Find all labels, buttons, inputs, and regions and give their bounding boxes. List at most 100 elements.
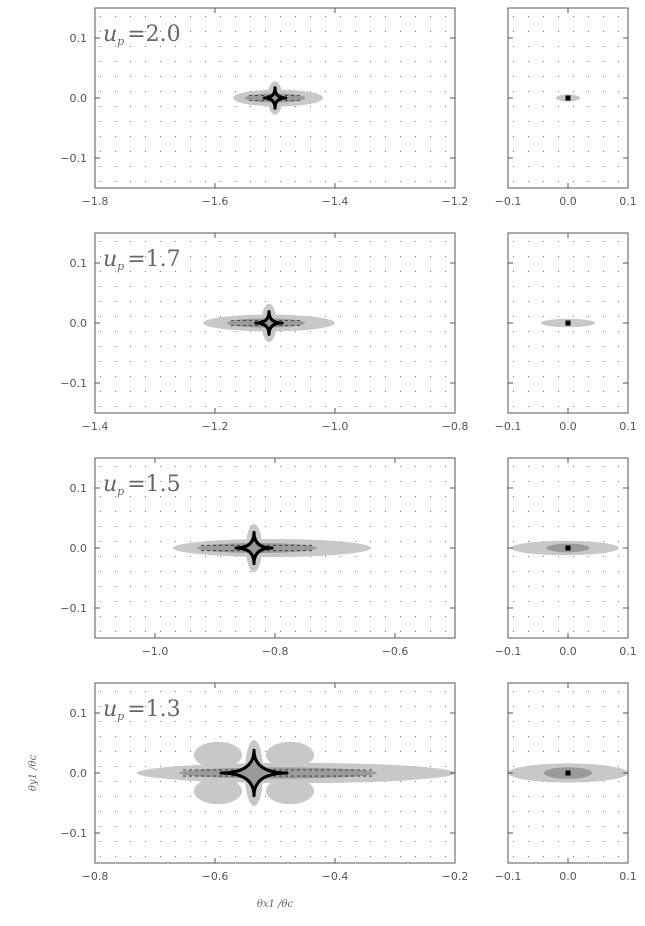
grid-dot [205,586,206,587]
grid-dot [145,586,146,587]
grid-dot [145,556,146,557]
grid-dot [588,271,589,272]
grid-dot [558,76,559,77]
grid-dot [265,376,266,377]
grid-dot [280,31,281,32]
grid-dot [528,316,529,317]
grid-dot [588,751,589,752]
grid-dot [445,586,446,587]
grid-dot [400,796,401,797]
grid-dot [280,481,281,482]
grid-dot [205,301,206,302]
grid-dot [145,76,146,77]
grid-dot [220,571,221,572]
grid-dot [220,301,221,302]
grid-dot [145,31,146,32]
grid-dot [430,406,431,407]
grid-dot [145,256,146,257]
grid-dot [528,751,529,752]
grid-dot [325,316,326,317]
grid-dot [190,631,191,632]
grid-dot [400,631,401,632]
grid-dot [265,31,266,32]
grid-dot [430,616,431,617]
grid-dot [415,61,416,62]
x-tick-label: −1.4 [82,420,109,433]
grid-dot [265,361,266,362]
grid-dot [588,721,589,722]
grid-dot [235,736,236,737]
grid-dot [430,361,431,362]
grid-dot [130,826,131,827]
grid-dot [100,181,101,182]
grid-dot [130,76,131,77]
grid-dot [265,856,266,857]
grid-dot [250,241,251,242]
grid-dot [190,691,191,692]
grid-dot [220,601,221,602]
grid-dot [325,61,326,62]
grid-dot [160,151,161,152]
grid-dot [250,391,251,392]
grid-dot [100,856,101,857]
grid-dot [445,241,446,242]
x-axis-label: θx1 /θc [257,899,294,910]
grid-dot [280,736,281,737]
grid-dot [543,481,544,482]
grid-dot [310,166,311,167]
grid-dot [280,406,281,407]
grid-dot [175,241,176,242]
grid-dot [513,181,514,182]
grid-dot [235,61,236,62]
grid-dot [588,136,589,137]
grid-dot [220,631,221,632]
grid-dot [588,61,589,62]
grid-dot [385,556,386,557]
grid-dot [250,481,251,482]
grid-dot [340,76,341,77]
grid-dot [415,151,416,152]
grid-dot [265,241,266,242]
grid-dot [130,586,131,587]
grid-dot [618,361,619,362]
grid-dot [325,616,326,617]
grid-dot [235,631,236,632]
grid-dot [115,136,116,137]
grid-dot [160,46,161,47]
grid-dot [445,811,446,812]
grid-dot [115,511,116,512]
grid-dot [400,361,401,362]
grid-dot [588,166,589,167]
grid-dot [513,361,514,362]
grid-dot [130,406,131,407]
grid-dot [295,241,296,242]
y-tick-label: −0.1 [60,377,87,390]
grid-dot [175,256,176,257]
grid-dot [190,31,191,32]
grid-dot [618,856,619,857]
grid-dot [340,151,341,152]
grid-dot [385,31,386,32]
grid-dot [618,121,619,122]
grid-dot [190,481,191,482]
grid-dot [558,46,559,47]
grid-dot [145,406,146,407]
grid-dot [130,781,131,782]
grid-dot [220,511,221,512]
grid-dot [310,301,311,302]
grid-dot [385,151,386,152]
grid-dot [588,826,589,827]
grid-dot [295,346,296,347]
grid-dot [558,361,559,362]
grid-dot [543,106,544,107]
grid-dot [445,826,446,827]
grid-dot [573,16,574,17]
caustic-curve [234,530,274,566]
grid-dot [175,826,176,827]
grid-dot [355,841,356,842]
grid-dot [415,361,416,362]
grid-dot [385,841,386,842]
grid-dot [205,271,206,272]
grid-dot [603,841,604,842]
grid-dot [145,241,146,242]
